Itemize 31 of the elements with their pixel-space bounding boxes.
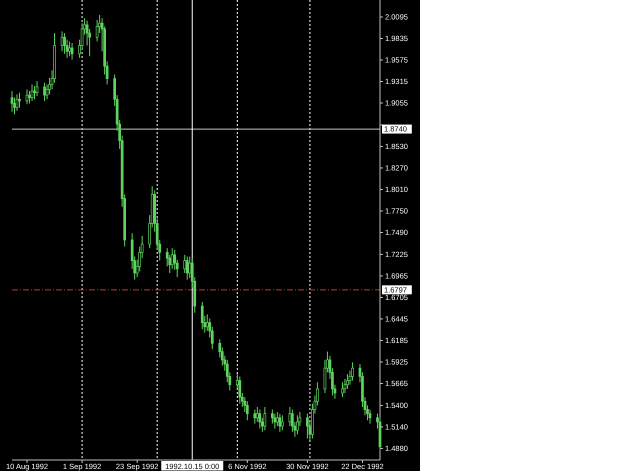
candlestick — [258, 409, 262, 430]
candlestick — [18, 92, 21, 108]
candlestick — [246, 400, 249, 421]
candlestick — [346, 373, 349, 390]
candlestick — [263, 406, 266, 431]
candlestick — [170, 248, 174, 270]
candlestick — [43, 82, 46, 102]
candlestick — [68, 40, 71, 57]
candlestick — [296, 414, 299, 435]
candlestick — [186, 256, 189, 280]
candlestick — [341, 382, 344, 398]
candlestick — [271, 409, 274, 424]
candlestick — [60, 30, 64, 52]
candlestick — [344, 378, 346, 394]
candlestick — [16, 94, 18, 112]
candlestick — [238, 376, 242, 404]
candlestick — [278, 413, 282, 432]
candlestick — [306, 413, 309, 439]
candlestick — [30, 84, 34, 102]
candlestick — [96, 19, 98, 42]
candlestick — [253, 409, 256, 424]
candlestick — [351, 362, 354, 382]
candlestick — [70, 42, 74, 60]
candlestick — [274, 413, 276, 430]
candlestick — [10, 90, 14, 112]
candlestick — [281, 414, 284, 431]
candlestick — [26, 88, 28, 105]
candlestick — [63, 32, 66, 54]
candlestick — [368, 409, 372, 424]
candlestick — [36, 80, 38, 96]
candlestick — [200, 301, 204, 330]
